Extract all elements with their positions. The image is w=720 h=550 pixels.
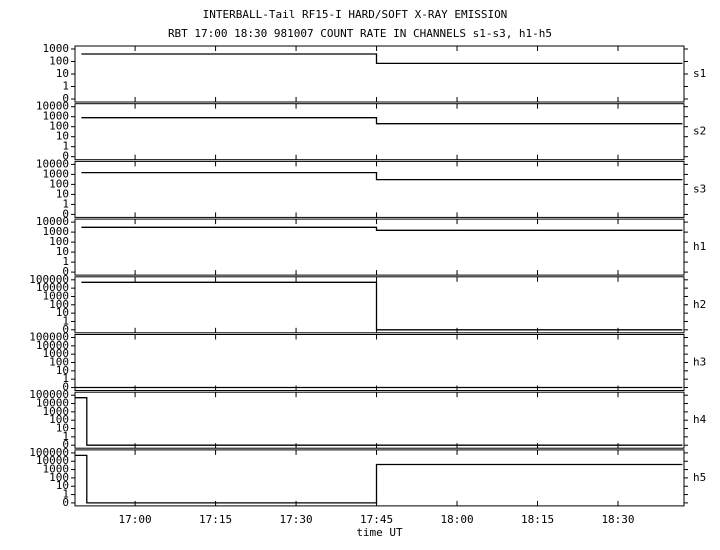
y-tick-label: 10 <box>56 245 69 258</box>
y-tick-label: 100 <box>49 55 69 68</box>
y-tick-label: 0 <box>62 207 69 220</box>
y-tick-label: 0 <box>62 323 69 336</box>
y-tick-label: 10 <box>56 187 69 200</box>
panel-label: s2 <box>693 125 706 138</box>
chart-subtitle: RBT 17:00 18:30 981007 COUNT RATE IN CHA… <box>168 27 552 40</box>
x-tick-label: 17:00 <box>119 513 152 526</box>
y-tick-label: 100 <box>49 356 69 369</box>
panel-label: h5 <box>693 471 706 484</box>
x-tick-label: 18:15 <box>521 513 554 526</box>
y-tick-label: 1 <box>62 488 69 501</box>
y-tick-label: 1 <box>62 314 69 327</box>
x-tick-label: 17:15 <box>199 513 232 526</box>
panel-frame <box>74 449 685 507</box>
panel-label: s3 <box>693 182 706 195</box>
y-tick-label: 1 <box>62 80 69 93</box>
data-line <box>81 171 683 181</box>
y-tick-label: 100 <box>49 120 69 133</box>
y-tick-label: 1000 <box>43 347 70 360</box>
x-tick-label: 17:30 <box>280 513 313 526</box>
y-tick-label: 100 <box>49 413 69 426</box>
y-tick-label: 10 <box>56 306 69 319</box>
y-tick-label: 1 <box>62 197 69 210</box>
panel-label: h4 <box>693 413 707 426</box>
y-tick-label: 10000 <box>36 281 69 294</box>
y-tick-label: 100 <box>49 235 69 248</box>
y-tick-label: 10000 <box>36 397 69 410</box>
y-tick-label: 1000 <box>43 463 70 476</box>
y-tick-label: 1000 <box>43 42 70 55</box>
y-tick-label: 10000 <box>36 215 69 228</box>
y-tick-label: 100000 <box>29 446 69 459</box>
y-tick-label: 1 <box>62 372 69 385</box>
data-line <box>81 226 683 231</box>
y-tick-label: 100000 <box>29 388 69 401</box>
y-tick-label: 10 <box>56 130 69 143</box>
y-tick-label: 0 <box>62 438 69 451</box>
data-line <box>75 454 683 504</box>
panel-frame <box>74 218 685 276</box>
panel-frame <box>74 276 685 334</box>
y-tick-label: 100 <box>49 177 69 190</box>
y-tick-label: 10000 <box>36 339 69 352</box>
y-tick-label: 10000 <box>36 100 69 113</box>
panel-label: h3 <box>693 356 706 369</box>
y-tick-label: 10 <box>56 479 69 492</box>
y-tick-label: 0 <box>62 496 69 509</box>
y-tick-label: 0 <box>62 150 69 163</box>
y-tick-label: 0 <box>62 92 69 105</box>
y-tick-label: 1000 <box>43 225 70 238</box>
data-line <box>81 281 683 331</box>
y-tick-label: 1 <box>62 430 69 443</box>
chart-title: INTERBALL-Tail RF15-I HARD/SOFT X-RAY EM… <box>203 8 508 21</box>
y-tick-label: 10 <box>56 364 69 377</box>
panel-frame <box>74 334 685 391</box>
y-tick-label: 1 <box>62 255 69 268</box>
y-tick-label: 10000 <box>36 454 69 467</box>
panel-label: s1 <box>693 67 706 80</box>
y-tick-label: 1000 <box>43 110 70 123</box>
x-tick-label: 18:30 <box>601 513 634 526</box>
y-tick-label: 10000 <box>36 157 69 170</box>
y-tick-label: 10 <box>56 67 69 80</box>
panel-frame <box>74 103 685 161</box>
data-line <box>81 117 683 125</box>
y-tick-label: 1000 <box>43 289 70 302</box>
data-line <box>81 53 683 65</box>
panel-frame <box>74 391 685 449</box>
y-tick-label: 1000 <box>43 405 70 418</box>
y-tick-label: 100 <box>49 471 69 484</box>
y-tick-label: 10 <box>56 422 69 435</box>
y-tick-label: 1 <box>62 140 69 153</box>
x-axis-label: time UT <box>356 526 403 539</box>
panel-label: h1 <box>693 240 706 253</box>
y-tick-label: 0 <box>62 381 69 394</box>
y-tick-label: 100000 <box>29 273 69 286</box>
panel-frame <box>74 160 685 218</box>
y-tick-label: 100000 <box>29 331 69 344</box>
panel-label: h2 <box>693 298 706 311</box>
x-tick-label: 18:00 <box>440 513 473 526</box>
y-tick-label: 1000 <box>43 167 70 180</box>
y-tick-label: 100 <box>49 298 69 311</box>
data-line <box>75 397 683 446</box>
x-tick-label: 17:45 <box>360 513 393 526</box>
y-tick-label: 0 <box>62 265 69 278</box>
